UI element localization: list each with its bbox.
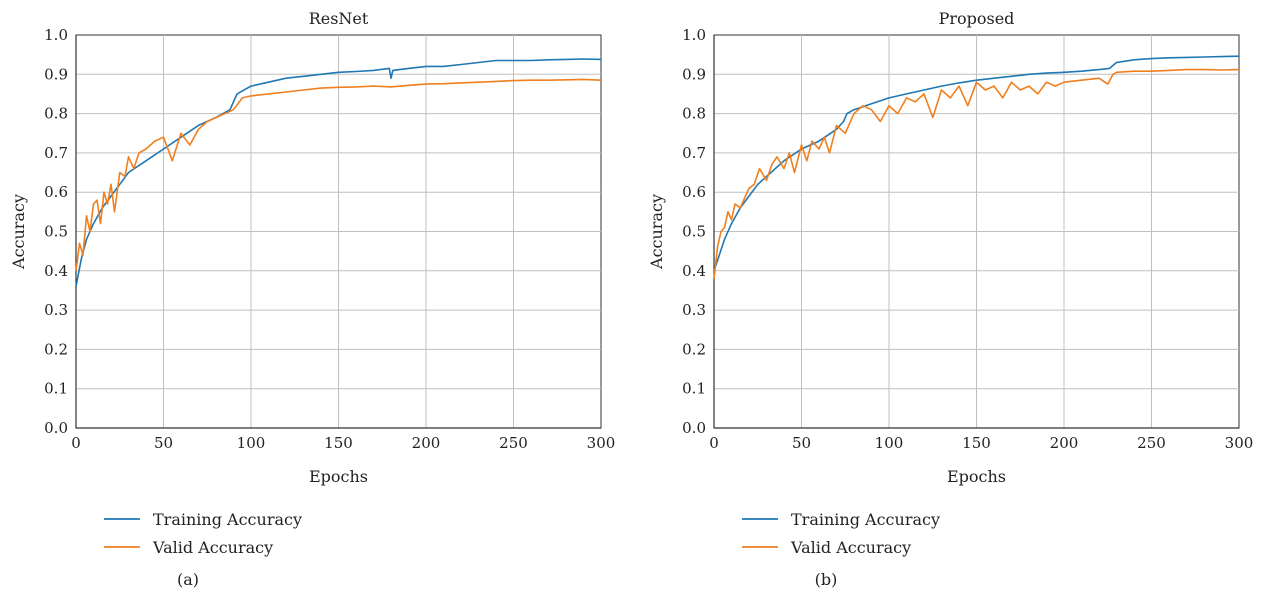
y-tick-label: 0.5 xyxy=(682,223,706,241)
y-tick-label: 0.4 xyxy=(682,262,706,280)
series-line-valid xyxy=(75,78,602,271)
y-tick-label: 0.1 xyxy=(44,380,68,398)
x-tick-label: 150 xyxy=(962,434,991,452)
x-tick-label: 250 xyxy=(499,434,528,452)
series-line-training xyxy=(713,55,1240,272)
y-tick-label: 0.7 xyxy=(682,144,706,162)
y-tick-label: 0.2 xyxy=(682,340,706,358)
chart-b: 0.0 0.1 0.2 0.3 0.4 0.5 0.6 0.7 0.8 0.9 1.0 0 50 100 1… xyxy=(647,9,1254,557)
y-axis-label: Accuracy xyxy=(9,194,28,270)
x-tick-label: 150 xyxy=(324,434,353,452)
caption-b: (b) xyxy=(814,570,838,589)
y-tick-label: 1.0 xyxy=(44,26,68,44)
y-tick-label: 0.0 xyxy=(682,419,706,437)
caption-a: (a) xyxy=(176,570,200,589)
y-tick-label: 0.8 xyxy=(682,105,706,123)
y-tick-label: 0.6 xyxy=(44,183,68,201)
y-tick-label: 0.6 xyxy=(682,183,706,201)
y-tick-label: 0.3 xyxy=(682,301,706,319)
y-tick-label: 0.0 xyxy=(44,419,68,437)
x-tick-label: 200 xyxy=(1050,434,1079,452)
chart-panel-a: 0.0 0.1 0.2 0.3 0.4 0.5 0.6 0.7 0.8 0.9 1.0 0 50 100 1… xyxy=(9,9,616,589)
series-line-valid xyxy=(713,68,1240,279)
chart-title: Proposed xyxy=(939,9,1015,28)
series-line-training xyxy=(75,58,602,287)
legend-label-training: Training Accuracy xyxy=(153,510,302,529)
x-tick-label: 100 xyxy=(875,434,904,452)
y-tick-label: 0.4 xyxy=(44,262,68,280)
y-tick-label: 0.9 xyxy=(44,65,68,83)
y-tick-label: 0.3 xyxy=(44,301,68,319)
y-tick-label: 0.7 xyxy=(44,144,68,162)
x-axis-label: Epochs xyxy=(947,467,1006,486)
legend-label-valid: Valid Accuracy xyxy=(790,538,911,557)
x-axis-label: Epochs xyxy=(309,467,368,486)
x-tick-label: 250 xyxy=(1137,434,1166,452)
legend-label-valid: Valid Accuracy xyxy=(152,538,273,557)
x-tick-label: 0 xyxy=(709,434,719,452)
y-tick-label: 0.2 xyxy=(44,340,68,358)
chart-title: ResNet xyxy=(309,9,369,28)
x-tick-label: 50 xyxy=(792,434,811,452)
x-tick-label: 300 xyxy=(1225,434,1254,452)
chart-panel-b: 0.0 0.1 0.2 0.3 0.4 0.5 0.6 0.7 0.8 0.9 1.0 0 50 100 1… xyxy=(638,0,1266,599)
x-tick-label: 100 xyxy=(237,434,266,452)
y-tick-label: 0.9 xyxy=(682,65,706,83)
chart-a: 0.0 0.1 0.2 0.3 0.4 0.5 0.6 0.7 0.8 0.9 1.0 0 50 100 1… xyxy=(9,9,616,557)
x-tick-label: 0 xyxy=(71,434,81,452)
legend-label-training: Training Accuracy xyxy=(791,510,940,529)
y-tick-label: 0.8 xyxy=(44,105,68,123)
y-tick-label: 1.0 xyxy=(682,26,706,44)
y-tick-label: 0.5 xyxy=(44,223,68,241)
x-tick-label: 50 xyxy=(154,434,173,452)
y-axis-label: Accuracy xyxy=(647,194,666,270)
y-tick-label: 0.1 xyxy=(682,380,706,398)
x-tick-label: 200 xyxy=(412,434,441,452)
x-tick-label: 300 xyxy=(587,434,616,452)
